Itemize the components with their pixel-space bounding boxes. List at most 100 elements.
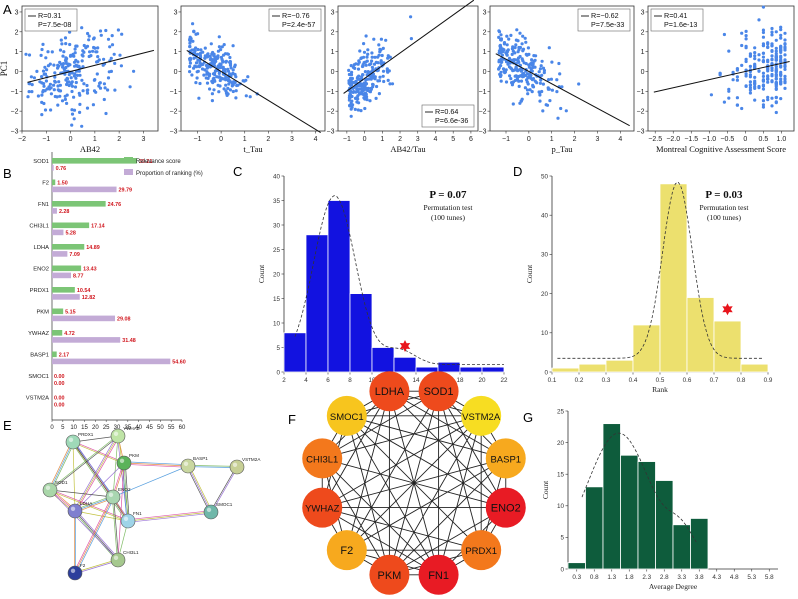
category-label: F2 bbox=[42, 181, 49, 187]
scatter-point bbox=[537, 70, 541, 74]
x-tick-label: 40 bbox=[135, 425, 142, 431]
scatter-point bbox=[381, 69, 386, 73]
scatter-point bbox=[544, 103, 548, 107]
scatter-point bbox=[520, 42, 524, 46]
y-tick-label: 20 bbox=[557, 440, 565, 447]
scatter-point bbox=[231, 68, 235, 72]
network-edge bbox=[346, 458, 506, 551]
scatter-point bbox=[56, 103, 60, 107]
y-tick-label: 10 bbox=[273, 320, 281, 327]
scatter-point bbox=[533, 58, 537, 62]
x-tick-label: 2 bbox=[282, 377, 286, 384]
scatter-point bbox=[65, 101, 69, 105]
network-edge bbox=[74, 435, 119, 512]
density-curve bbox=[294, 195, 504, 365]
proportion-value-label: 7.09 bbox=[69, 252, 80, 258]
scatter-point bbox=[58, 48, 63, 52]
relevance-value-label: 1.50 bbox=[57, 181, 68, 187]
scatter-point bbox=[779, 72, 783, 76]
scatter-point bbox=[81, 89, 85, 93]
scatter-point bbox=[62, 50, 66, 54]
scatter-a5: −2.5 −2.0 −1.5 −1.0 −0.5 0 0.5 1.0 −3 −2 −1 0 1 2 3 Mon… bbox=[637, 5, 795, 154]
x-axis-label: AB42/Tau bbox=[390, 144, 426, 154]
scatter-point bbox=[518, 31, 522, 35]
scatter-point bbox=[532, 54, 536, 58]
y-tick-label: 5 bbox=[560, 535, 564, 542]
scatter-point bbox=[558, 72, 562, 76]
scatter-point bbox=[91, 103, 95, 107]
y-tick-label: 10 bbox=[541, 330, 549, 337]
stat-r: R=0.31 bbox=[38, 11, 61, 20]
x-tick-label: −1 bbox=[194, 136, 202, 143]
scatter-point bbox=[518, 54, 522, 59]
x-tick-label: 10 bbox=[70, 425, 77, 431]
network-edge bbox=[72, 442, 124, 464]
histogram-bar bbox=[620, 454, 639, 570]
stat-p: P=7.5e-33 bbox=[591, 20, 624, 29]
scatter-point bbox=[82, 82, 86, 86]
x-tick-label: 3 bbox=[416, 136, 420, 143]
scatter-point bbox=[740, 43, 744, 48]
scatter-point bbox=[35, 69, 39, 73]
network-node-highlight bbox=[113, 431, 119, 436]
scatter-point bbox=[203, 46, 207, 50]
scatter-point bbox=[740, 63, 744, 67]
x-tick-label: 0 bbox=[743, 136, 747, 143]
y-tick-label: 30 bbox=[541, 252, 549, 259]
scatter-point bbox=[351, 90, 355, 94]
histogram-bar bbox=[283, 332, 307, 373]
scatter-point bbox=[783, 86, 787, 90]
scatter-point bbox=[87, 38, 91, 42]
scatter-point bbox=[513, 51, 517, 55]
scatter-point bbox=[44, 56, 48, 60]
scatter-point bbox=[541, 82, 546, 86]
scatter-point bbox=[62, 67, 66, 71]
scatter-point bbox=[550, 88, 555, 92]
x-tick-label: 0.4 bbox=[629, 377, 638, 384]
scatter-point bbox=[748, 64, 753, 68]
x-tick-label: 18 bbox=[456, 377, 464, 384]
scatter-point bbox=[744, 57, 748, 61]
scatter-point bbox=[192, 66, 196, 70]
scatter-point bbox=[89, 54, 93, 58]
scatter-point bbox=[221, 60, 225, 64]
scatter-point bbox=[196, 69, 200, 73]
scatter-point bbox=[212, 52, 216, 56]
histogram-bar bbox=[605, 359, 634, 373]
x-tick-label: 4 bbox=[314, 136, 318, 143]
scatter-point bbox=[43, 72, 48, 76]
scatter-point bbox=[372, 62, 377, 66]
scatter-point bbox=[359, 109, 363, 113]
scatter-point bbox=[761, 51, 766, 55]
network-edge bbox=[123, 463, 188, 468]
scatter-point bbox=[531, 85, 536, 89]
scatter-point bbox=[376, 79, 380, 83]
scatter-point bbox=[524, 40, 528, 44]
scatter-point bbox=[376, 55, 380, 59]
x-tick-label: 2 bbox=[398, 136, 402, 143]
x-tick-label: 1.3 bbox=[607, 574, 616, 581]
trend-line bbox=[186, 49, 321, 133]
stats-legend: R=0.31P=7.5e-08 bbox=[24, 8, 78, 32]
y-axis-label: Count bbox=[541, 480, 550, 499]
y-tick-label: 3 bbox=[174, 9, 178, 16]
y-tick-label: −3 bbox=[11, 129, 19, 136]
scatter-point bbox=[27, 90, 31, 94]
scatter-point bbox=[108, 45, 112, 49]
network-node: SMOC1 bbox=[326, 395, 367, 436]
network-node-circle bbox=[369, 371, 410, 412]
legend-label-proportion: Proportion of ranking (%) bbox=[136, 171, 203, 177]
network-node-label: PRDX1 bbox=[78, 432, 94, 437]
x-tick-label: 0.7 bbox=[710, 377, 719, 384]
network-edge bbox=[49, 441, 74, 491]
scatter-point bbox=[365, 55, 369, 59]
scatter-point bbox=[761, 84, 766, 88]
network-node-circle bbox=[120, 513, 136, 529]
scatter-point bbox=[528, 88, 532, 92]
x-tick-label: 45 bbox=[146, 425, 153, 431]
scatter-point bbox=[80, 78, 84, 82]
x-tick-label: 8 bbox=[348, 377, 352, 384]
scatter-point bbox=[507, 37, 511, 41]
scatter-point bbox=[388, 82, 392, 86]
network-edge bbox=[389, 415, 482, 575]
